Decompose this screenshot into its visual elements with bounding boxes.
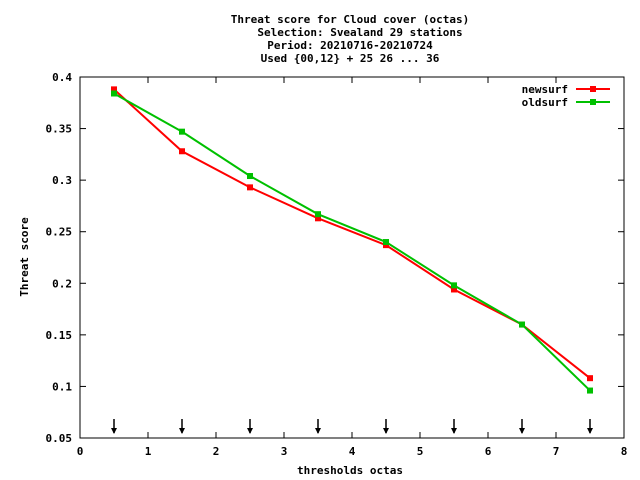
- data-point-newsurf: [179, 148, 185, 155]
- x-tick-label: 5: [417, 445, 424, 458]
- series-oldsurf: [111, 90, 593, 394]
- data-point-oldsurf: [247, 173, 253, 180]
- data-point-oldsurf: [587, 387, 593, 394]
- x-tick-label: 8: [621, 445, 628, 458]
- y-axis-ticks: 0.05 0.1 0.15 0.2 0.25 0.3 0.35 0.4: [46, 71, 624, 445]
- series-layer: [111, 86, 593, 394]
- legend-swatch-marker: [590, 86, 596, 92]
- threshold-arrows: [111, 419, 593, 434]
- title-line-1: Threat score for Cloud cover (octas): [231, 13, 469, 26]
- data-point-oldsurf: [383, 239, 389, 246]
- y-tick-label: 0.3: [52, 174, 72, 187]
- threshold-arrow: [111, 419, 117, 434]
- title-line-2: Selection: Svealand 29 stations: [257, 26, 462, 39]
- x-tick-label: 4: [349, 445, 356, 458]
- legend-label: newsurf: [522, 83, 568, 96]
- title-line-4: Used {00,12} + 25 26 ... 36: [261, 52, 440, 65]
- threshold-arrow: [383, 419, 389, 434]
- y-tick-label: 0.25: [46, 226, 73, 239]
- threshold-arrow: [519, 419, 525, 434]
- x-tick-label: 6: [485, 445, 492, 458]
- y-tick-label: 0.2: [52, 277, 72, 290]
- data-point-newsurf: [383, 242, 389, 249]
- x-tick-label: 7: [553, 445, 560, 458]
- y-tick-label: 0.15: [46, 329, 73, 342]
- legend-label: oldsurf: [522, 96, 568, 109]
- x-tick-label: 2: [213, 445, 220, 458]
- data-point-newsurf: [111, 86, 117, 93]
- chart-title: Threat score for Cloud cover (octas) Sel…: [231, 13, 469, 65]
- threshold-arrow: [587, 419, 593, 434]
- x-axis-label: thresholds octas: [297, 464, 403, 477]
- y-axis-label: Threat score: [18, 217, 31, 297]
- data-point-oldsurf: [519, 321, 525, 328]
- data-point-oldsurf: [451, 282, 457, 289]
- x-axis-ticks: 0 1 2 3 4 5 6 7 8: [77, 77, 628, 458]
- y-tick-label: 0.1: [52, 380, 72, 393]
- data-point-oldsurf: [315, 211, 321, 218]
- legend-entry-oldsurf: oldsurf: [522, 96, 610, 109]
- x-tick-label: 3: [281, 445, 288, 458]
- y-tick-label: 0.4: [52, 71, 72, 84]
- series-line-oldsurf: [113, 92, 591, 392]
- threshold-arrow: [179, 419, 185, 434]
- threshold-arrow: [451, 419, 457, 434]
- threshold-arrow: [315, 419, 321, 434]
- y-tick-label: 0.05: [46, 432, 73, 445]
- title-line-3: Period: 20210716-20210724: [267, 39, 433, 52]
- legend-swatch-marker: [590, 99, 596, 105]
- data-point-newsurf: [451, 286, 457, 293]
- data-point-newsurf: [587, 375, 593, 382]
- data-point-newsurf: [315, 215, 321, 222]
- legend-entry-newsurf: newsurf: [522, 83, 610, 96]
- y-tick-label: 0.35: [46, 123, 73, 136]
- data-point-newsurf: [247, 184, 253, 191]
- data-point-oldsurf: [179, 128, 185, 135]
- x-tick-label: 1: [145, 445, 152, 458]
- threshold-arrow: [247, 419, 253, 434]
- x-tick-label: 0: [77, 445, 84, 458]
- data-point-oldsurf: [111, 90, 117, 97]
- plot-frame: [79, 76, 625, 439]
